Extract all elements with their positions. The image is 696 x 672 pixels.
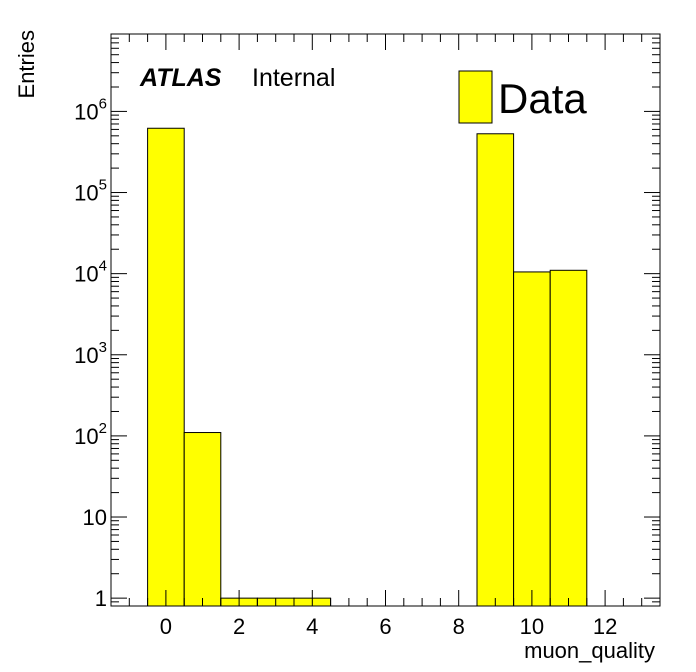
x-tick-label: 6 bbox=[379, 614, 391, 639]
ticks-group bbox=[110, 33, 661, 607]
y-tick-label: 103 bbox=[74, 339, 107, 368]
x-tick-label: 2 bbox=[233, 614, 245, 639]
x-tick-label: 4 bbox=[306, 614, 318, 639]
bars-group bbox=[147, 127, 588, 607]
legend-label-data: Data bbox=[498, 75, 587, 122]
tick-labels-group: 0 2 4 6 8 10 12 1 10 102 103 104 105 106 bbox=[74, 95, 617, 639]
histogram-bar bbox=[147, 127, 185, 607]
x-tick-label: 8 bbox=[453, 614, 465, 639]
histogram-bar bbox=[476, 133, 515, 607]
atlas-label: ATLAS Internal bbox=[139, 64, 335, 92]
y-axis-title: Entries bbox=[14, 30, 39, 98]
histogram-bar bbox=[513, 271, 551, 607]
histogram-bar bbox=[549, 269, 588, 607]
y-tick-label: 106 bbox=[74, 95, 107, 124]
x-axis-title: muon_quality bbox=[524, 638, 655, 663]
y-tick-label: 102 bbox=[74, 420, 107, 449]
legend-swatch-data bbox=[458, 70, 493, 124]
y-tick-label: 1 bbox=[95, 586, 107, 611]
legend: Data bbox=[458, 70, 587, 124]
x-tick-label: 10 bbox=[520, 614, 544, 639]
x-tick-label: 0 bbox=[160, 614, 172, 639]
histogram-bar bbox=[183, 432, 222, 607]
x-tick-label: 12 bbox=[593, 614, 617, 639]
y-tick-label: 104 bbox=[74, 258, 107, 287]
atlas-label-internal: Internal bbox=[252, 64, 335, 92]
y-tick-label: 10 bbox=[83, 505, 107, 530]
y-tick-label: 105 bbox=[74, 177, 107, 206]
atlas-label-bold: ATLAS bbox=[139, 64, 222, 92]
